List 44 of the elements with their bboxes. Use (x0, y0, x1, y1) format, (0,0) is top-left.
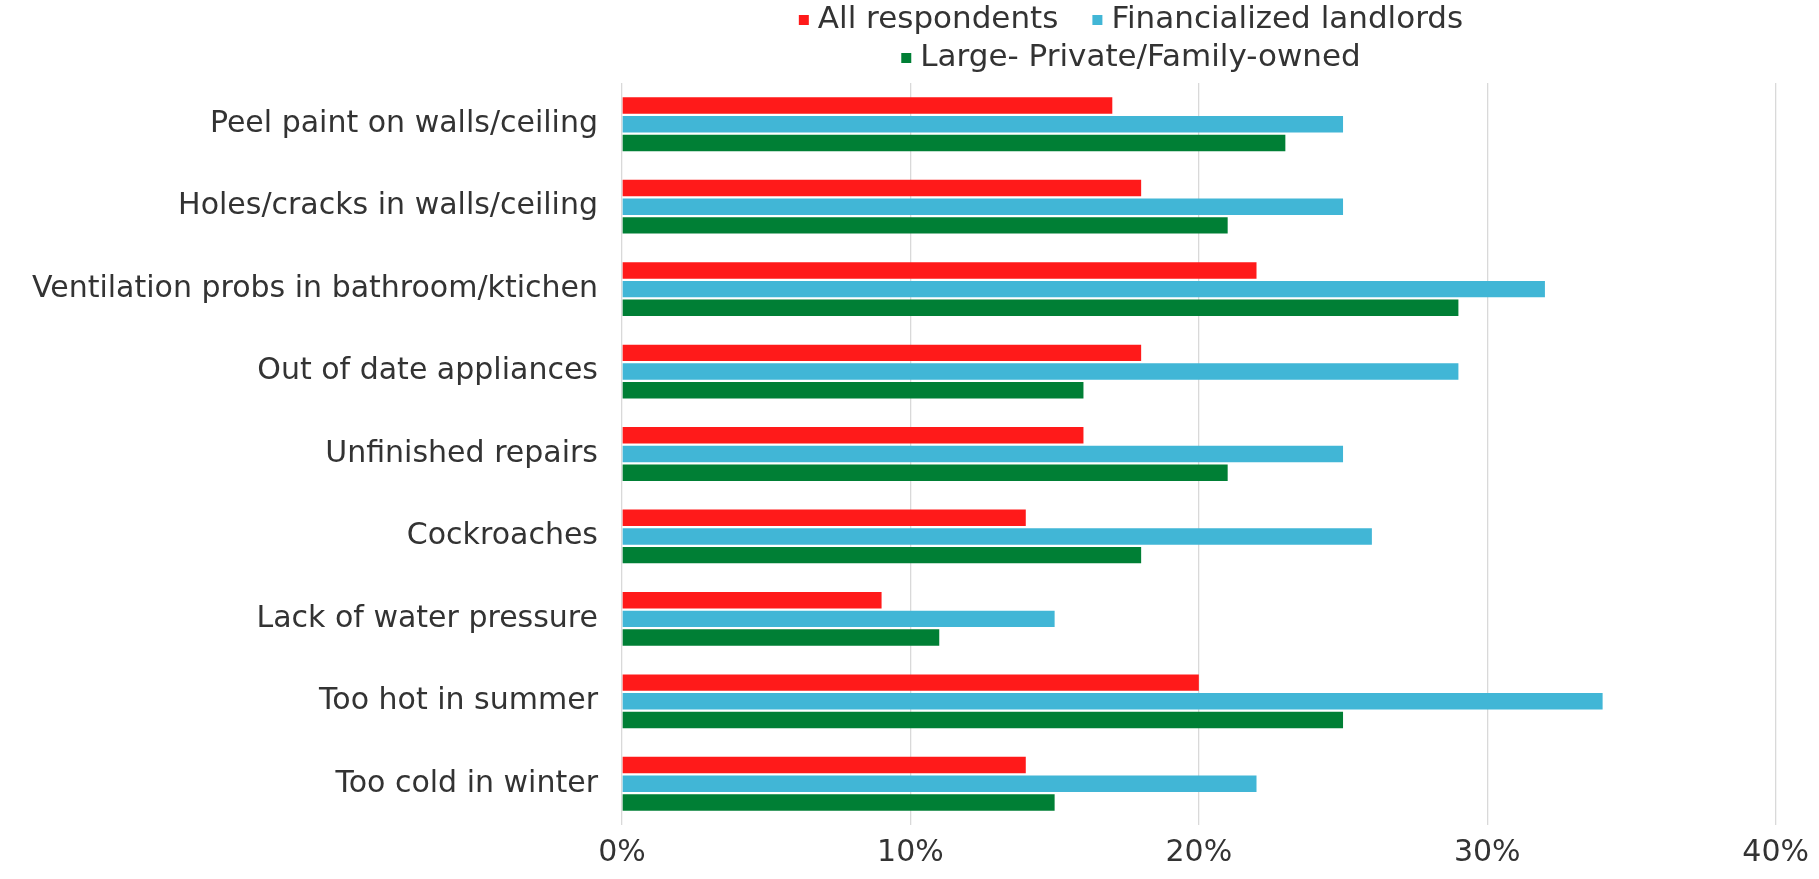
bar (622, 217, 1228, 234)
bar (622, 116, 1344, 133)
x-tick-label: 30% (1453, 832, 1521, 868)
y-tick-label: Holes/cracks in walls/ceiling (178, 186, 598, 222)
bar (622, 179, 1142, 197)
bar (622, 445, 1344, 463)
legend-label: Financialized landlords (1111, 0, 1464, 36)
x-tick-label: 10% (877, 832, 944, 868)
legend-label: Large- Private/Family-owned (920, 37, 1361, 74)
bar (622, 591, 882, 609)
bar (622, 509, 1026, 526)
bar (622, 711, 1344, 729)
bar (622, 363, 1459, 380)
bar (622, 794, 1055, 811)
x-tick-label: 0% (598, 832, 646, 868)
y-tick-label: Lack of water pressure (256, 598, 598, 634)
y-tick-label: Too hot in summer (318, 681, 599, 717)
bar (622, 610, 1055, 628)
bar (622, 344, 1142, 362)
y-tick-label: Ventilation probs in bathroom/ktichen (31, 268, 598, 304)
bar (622, 464, 1228, 481)
legend-label: All respondents (817, 0, 1059, 36)
bar (622, 674, 1199, 691)
bar (622, 528, 1372, 545)
bar (622, 382, 1084, 399)
bar (622, 280, 1545, 298)
bar (622, 262, 1257, 279)
bar (622, 629, 940, 646)
x-tick-label: 40% (1742, 832, 1809, 868)
x-tick-label: 20% (1165, 832, 1233, 868)
bar (622, 134, 1286, 152)
bar (622, 546, 1142, 564)
bar (622, 299, 1459, 317)
y-tick-label: Unfinished repairs (325, 433, 598, 469)
bar (622, 427, 1084, 444)
bar (622, 198, 1344, 215)
y-tick-label: Cockroaches (406, 516, 598, 552)
y-tick-label: Peel paint on walls/ceiling (209, 104, 598, 140)
y-tick-label: Too cold in winter (334, 763, 599, 799)
bar (622, 693, 1603, 710)
bar (622, 775, 1257, 792)
y-tick-label: Out of date appliances (257, 351, 598, 387)
bar (622, 97, 1113, 114)
bar (622, 756, 1026, 774)
